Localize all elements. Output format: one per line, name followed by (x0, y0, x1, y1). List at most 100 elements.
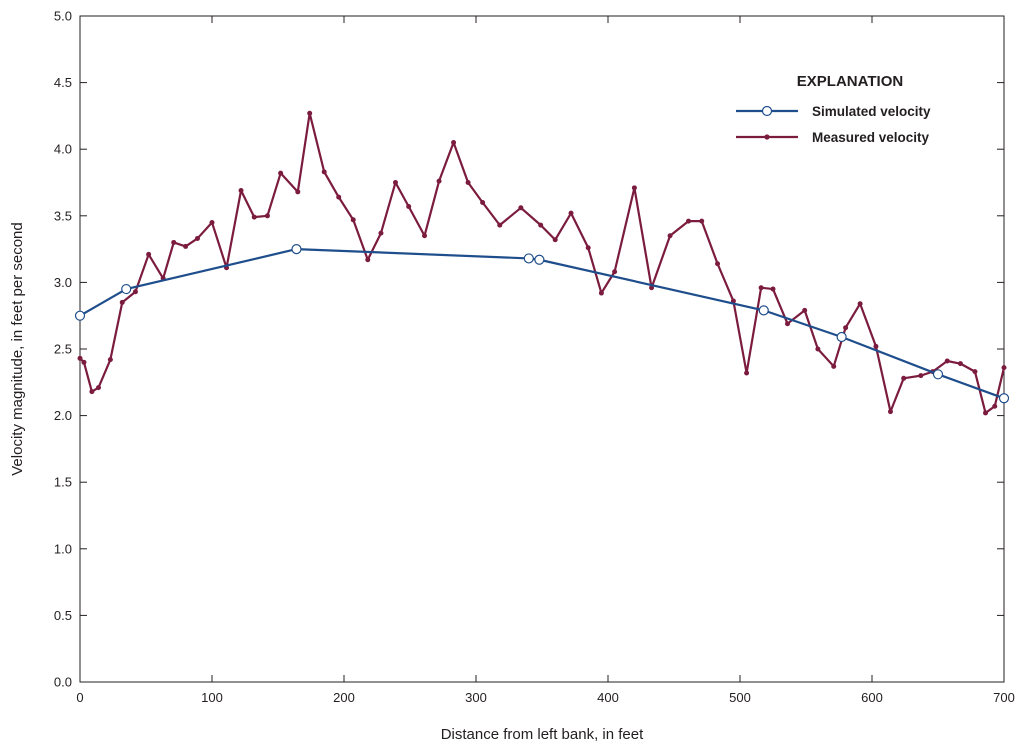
measured-point (194, 235, 200, 241)
measured-point (183, 243, 189, 249)
y-tick-label: 2.0 (54, 408, 72, 423)
y-tick-label: 1.0 (54, 541, 72, 556)
simulated-point (523, 253, 534, 264)
measured-point (686, 218, 692, 224)
axis-ticks (79, 15, 1005, 683)
measured-point (209, 219, 215, 225)
measured-point (518, 205, 524, 211)
measured-point (392, 180, 398, 185)
measured-point (631, 185, 637, 191)
simulated-point (998, 393, 1010, 404)
measured-point (436, 178, 442, 184)
simulated-point (121, 283, 132, 295)
measured-point (972, 369, 978, 375)
measured-point (552, 237, 558, 243)
simulated-point (291, 244, 302, 255)
simulated-point (836, 331, 847, 343)
x-tick-label: 0 (76, 690, 83, 705)
y-tick-label: 4.0 (54, 142, 72, 157)
measured-point (81, 359, 87, 365)
measured-point (667, 233, 673, 239)
measured-point (957, 361, 963, 367)
measured-point (497, 222, 503, 228)
y-axis-title: Velocity magnitude, in feet per second (9, 222, 26, 476)
measured-point (251, 214, 257, 220)
measured-point (238, 187, 244, 193)
measured-point (264, 213, 270, 219)
measured-point (422, 233, 428, 239)
legend-title: EXPLANATION (797, 73, 903, 90)
measured-point (568, 210, 574, 216)
measured-point (715, 261, 721, 267)
legend-measured-marker (764, 134, 770, 140)
measured-point (831, 363, 837, 369)
measured-point (307, 110, 313, 116)
simulated-velocity-line (79, 248, 1005, 400)
x-tick-label: 400 (597, 690, 619, 705)
x-tick-label: 200 (333, 690, 355, 705)
measured-point (857, 301, 863, 307)
measured-point (107, 357, 113, 363)
x-axis-title: Distance from left bank, in feet (441, 726, 644, 743)
y-tick-label: 4.5 (54, 75, 72, 90)
y-tick-label: 3.0 (54, 275, 72, 290)
measured-point (785, 321, 791, 327)
measured-point (770, 286, 776, 292)
measured-point (119, 299, 125, 305)
measured-point (699, 218, 705, 224)
y-tick-label: 5.0 (54, 9, 72, 24)
measured-point (295, 189, 301, 195)
simulated-velocity-series (74, 244, 1010, 404)
measured-point (598, 290, 604, 296)
measured-point (378, 230, 384, 236)
x-tick-label: 500 (729, 690, 751, 705)
x-tick-labels: 0 100 200 300 400 500 600 700 (76, 690, 1014, 705)
measured-point (95, 385, 101, 391)
measured-point (873, 343, 879, 349)
simulated-point (74, 310, 86, 321)
measured-point (480, 199, 486, 205)
simulated-point (534, 254, 545, 265)
y-tick-label: 1.5 (54, 475, 72, 490)
measured-point (89, 389, 95, 395)
measured-point (918, 373, 924, 379)
measured-point (132, 289, 138, 295)
measured-point (336, 194, 342, 200)
measured-point (944, 358, 950, 364)
x-tick-label: 300 (465, 690, 487, 705)
measured-point (321, 169, 327, 175)
measured-point (901, 375, 907, 381)
measured-point (758, 285, 764, 291)
measured-point (451, 140, 457, 146)
legend-measured-label: Measured velocity (812, 130, 930, 145)
measured-point (802, 307, 808, 313)
measured-point (744, 370, 750, 376)
measured-point (992, 403, 998, 409)
measured-point (649, 285, 655, 291)
y-tick-labels: 0.0 0.5 1.0 1.5 2.0 2.5 3.0 3.5 4.0 4.5 5.0 (54, 9, 72, 690)
measured-point (983, 410, 989, 416)
x-tick-label: 100 (201, 690, 223, 705)
measured-point (365, 257, 371, 263)
measured-point (1001, 365, 1007, 371)
measured-point (538, 222, 544, 228)
measured-velocity-series (77, 110, 1007, 416)
legend-simulated-marker (761, 105, 773, 117)
measured-point (465, 180, 471, 185)
y-tick-label: 3.5 (54, 208, 72, 223)
measured-point (612, 269, 618, 275)
y-tick-label: 0.0 (54, 675, 72, 690)
measured-point (171, 239, 177, 245)
measured-point (815, 346, 821, 352)
legend: EXPLANATION Simulated velocity Measured … (736, 73, 931, 145)
measured-point (843, 325, 849, 331)
x-tick-label: 600 (861, 690, 883, 705)
measured-point (887, 409, 893, 415)
y-tick-label: 0.5 (54, 608, 72, 623)
measured-point (406, 203, 412, 209)
simulated-point (932, 369, 944, 380)
measured-point (278, 170, 284, 176)
measured-point (146, 251, 152, 257)
simulated-point (758, 305, 769, 316)
